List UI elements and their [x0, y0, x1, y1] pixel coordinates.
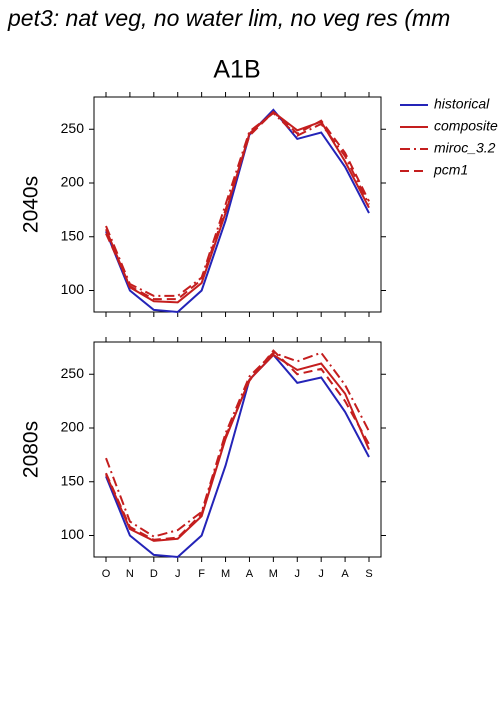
series-line	[105, 353, 370, 559]
x-tick-label: M	[269, 568, 278, 580]
panel-label: 2080s	[20, 421, 43, 478]
series-line	[105, 108, 370, 314]
x-tick-label: N	[126, 568, 134, 580]
y-tick-label: 200	[61, 419, 85, 435]
y-tick-label: 250	[61, 365, 85, 381]
x-tick-label: M	[221, 568, 230, 580]
plot-frame	[93, 96, 382, 313]
y-tick-label: 200	[61, 174, 85, 190]
series-line	[105, 110, 370, 301]
panel-label: 2040s	[20, 176, 43, 233]
x-tick-label: A	[341, 568, 349, 580]
series-line	[105, 351, 370, 538]
legend-label: pcm1	[433, 162, 468, 178]
x-tick-label: J	[175, 568, 181, 580]
x-tick-label: J	[318, 568, 324, 580]
y-tick-label: 150	[61, 472, 85, 488]
legend-label: historical	[434, 96, 490, 112]
y-tick-label: 250	[61, 120, 85, 136]
series-line	[105, 349, 370, 541]
y-tick-label: 100	[61, 526, 85, 542]
series-line	[105, 110, 370, 304]
x-tick-label: D	[150, 568, 158, 580]
y-tick-label: 150	[61, 227, 85, 243]
chart-subtitle: A1B	[213, 56, 260, 84]
y-tick-label: 100	[61, 281, 85, 297]
legend-label: miroc_3.2	[434, 140, 496, 156]
legend-label: composite	[434, 118, 498, 134]
plot-frame	[93, 341, 382, 558]
x-tick-label: S	[365, 568, 372, 580]
x-tick-label: F	[198, 568, 205, 580]
chart-title: pet3: nat veg, no water lim, no veg res …	[7, 5, 450, 31]
x-tick-label: A	[246, 568, 254, 580]
x-tick-label: O	[102, 568, 111, 580]
series-line	[105, 111, 370, 297]
x-tick-label: J	[295, 568, 301, 580]
